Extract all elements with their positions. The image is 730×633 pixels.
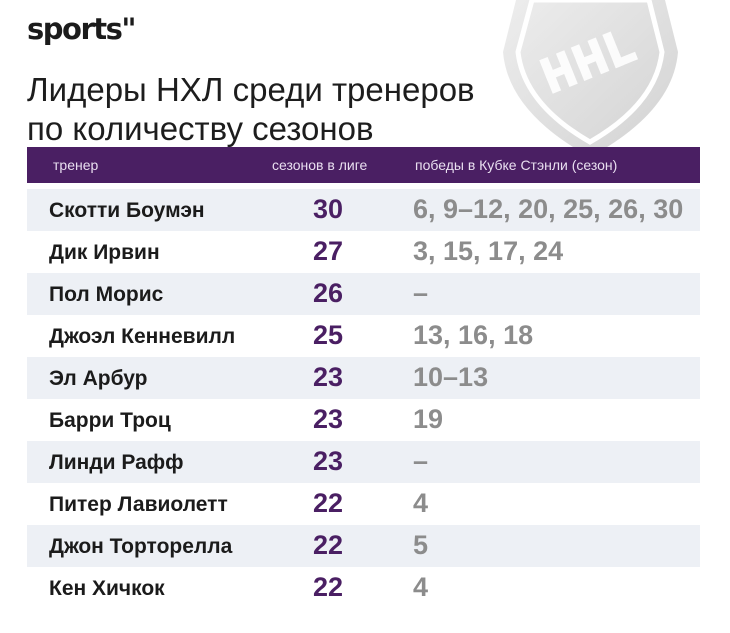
table-header: тренер сезонов в лиге победы в Кубке Стэ…	[27, 147, 700, 183]
coach-name: Джоэл Кенневилл	[49, 325, 236, 348]
cup-wins: 6, 9–12, 20, 25, 26, 30	[413, 194, 684, 224]
coach-name: Пол Морис	[49, 283, 164, 306]
nhl-shield-icon	[503, 0, 678, 157]
table-row: Пол Морис 26 –	[27, 273, 700, 315]
table-row: Питер Лавиолетт 22 4	[27, 483, 700, 525]
seasons-count: 22	[313, 530, 344, 560]
seasons-count: 22	[313, 572, 344, 602]
column-header-cup-wins: победы в Кубке Стэнли (сезон)	[415, 157, 618, 173]
coach-name: Эл Арбур	[49, 367, 148, 390]
seasons-count: 23	[313, 446, 344, 476]
seasons-count: 26	[313, 278, 344, 308]
table-row: Линди Рафф 23 –	[27, 441, 700, 483]
seasons-count: 25	[313, 320, 344, 350]
cup-wins: –	[413, 446, 429, 476]
coach-name: Дик Ирвин	[49, 241, 160, 264]
title-line-2: по количеству сезонов	[27, 110, 374, 147]
cup-wins: 3, 15, 17, 24	[413, 236, 564, 266]
seasons-count: 30	[313, 194, 344, 224]
title-line-1: Лидеры НХЛ среди тренеров	[27, 71, 475, 108]
coach-name: Скотти Боумэн	[49, 199, 205, 222]
cup-wins: 19	[413, 404, 444, 434]
table-row: Джон Торторелла 22 5	[27, 525, 700, 567]
seasons-count: 27	[313, 236, 344, 266]
column-header-seasons: сезонов в лиге	[272, 157, 368, 173]
seasons-count: 23	[313, 404, 344, 434]
coach-name: Питер Лавиолетт	[49, 493, 228, 516]
sports-logo: sports"	[27, 12, 136, 46]
table-row: Кен Хичкок 22 4	[27, 567, 700, 609]
table-row: Дик Ирвин 27 3, 15, 17, 24	[27, 231, 700, 273]
seasons-count: 23	[313, 362, 344, 392]
cup-wins: –	[413, 278, 429, 308]
seasons-count: 22	[313, 488, 344, 518]
table-row: Скотти Боумэн 30 6, 9–12, 20, 25, 26, 30	[27, 189, 700, 231]
coaches-table: тренер сезонов в лиге победы в Кубке Стэ…	[27, 147, 700, 609]
table-body: Скотти Боумэн 30 6, 9–12, 20, 25, 26, 30 Ди…	[27, 189, 700, 609]
table-row: Барри Троц 23 19	[27, 399, 700, 441]
coach-name: Джон Торторелла	[49, 535, 233, 558]
cup-wins: 10–13	[413, 362, 489, 392]
page-title: Лидеры НХЛ среди тренеров по количеству …	[27, 70, 587, 148]
cup-wins: 5	[413, 530, 429, 560]
coach-name: Кен Хичкок	[49, 577, 165, 600]
coach-name: Линди Рафф	[49, 451, 184, 474]
table-row: Эл Арбур 23 10–13	[27, 357, 700, 399]
cup-wins: 4	[413, 488, 429, 518]
table-row: Джоэл Кенневилл 25 13, 16, 18	[27, 315, 700, 357]
coach-name: Барри Троц	[49, 409, 171, 432]
column-header-coach: тренер	[53, 157, 99, 173]
cup-wins: 4	[413, 572, 429, 602]
cup-wins: 13, 16, 18	[413, 320, 534, 350]
